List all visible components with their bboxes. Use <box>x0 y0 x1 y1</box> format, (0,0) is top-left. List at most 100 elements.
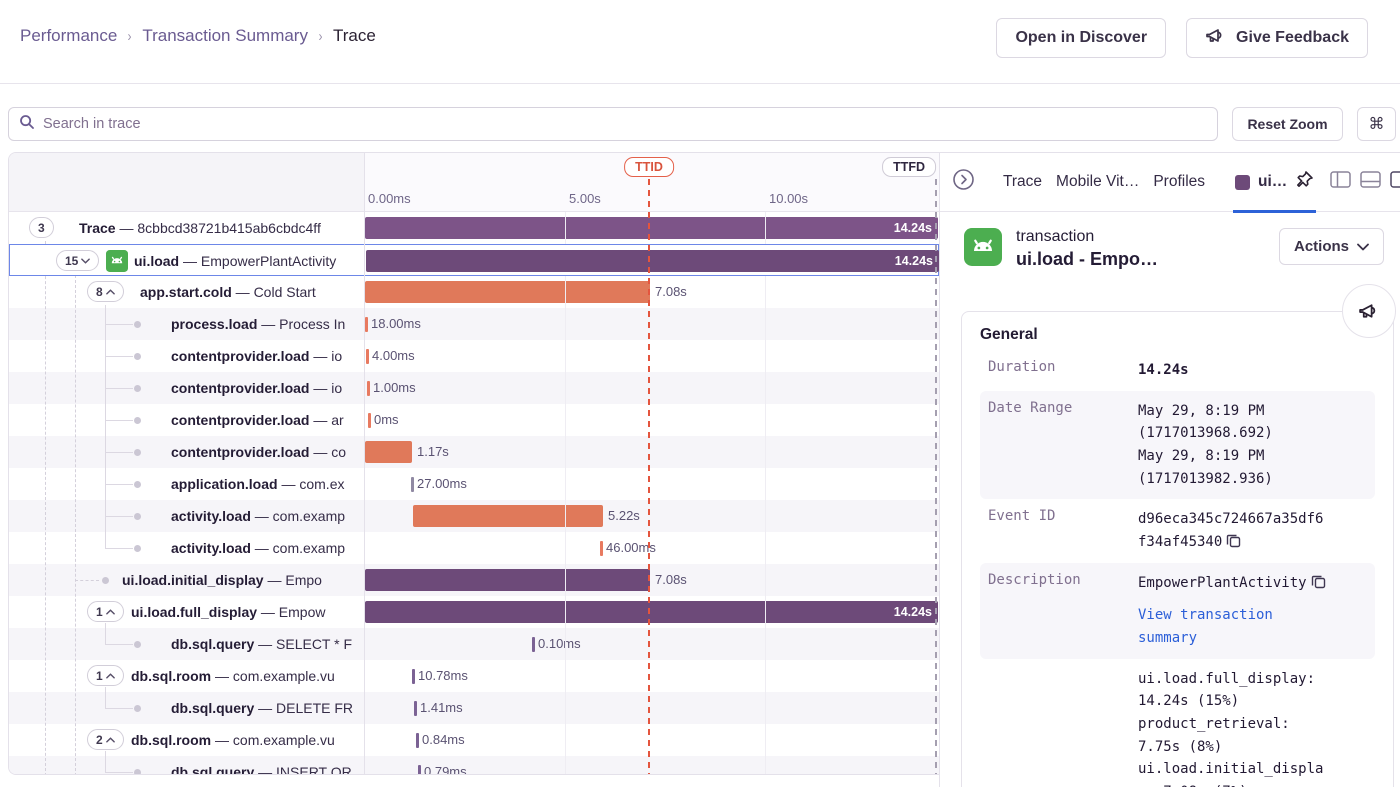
span-duration-label: 0.84ms <box>422 732 465 747</box>
copy-icon[interactable] <box>1311 574 1326 589</box>
span-leaf-dot <box>134 545 141 552</box>
span-duration-tick[interactable] <box>366 349 369 364</box>
command-shortcut-button[interactable]: ⌘ <box>1357 107 1396 141</box>
span-duration-bar[interactable] <box>365 281 650 303</box>
span-row-contentprovider.load[interactable]: contentprovider.load — io 4.00ms <box>9 340 939 372</box>
span-row-activity.load[interactable]: activity.load — com.examp 46.00ms <box>9 532 939 564</box>
span-row-contentprovider.load[interactable]: contentprovider.load — ar 0ms <box>9 404 939 436</box>
breadcrumb: Performance › Transaction Summary › Trace <box>20 26 376 46</box>
span-leaf-dot <box>134 513 141 520</box>
span-duration-label: 7.08s <box>655 572 687 587</box>
span-row-activity.load[interactable]: activity.load — com.examp 5.22s <box>9 500 939 532</box>
span-duration-bar[interactable]: 14.24s <box>366 250 939 272</box>
span-children-badge[interactable]: 8 <box>87 281 124 302</box>
span-label: process.load — Process In <box>171 316 346 332</box>
span-row-db.sql.room[interactable]: 2 db.sql.room — com.example.vu 0.84ms <box>9 724 939 756</box>
open-in-discover-label: Open in Discover <box>1015 29 1148 46</box>
ttfd-marker-line <box>935 179 937 774</box>
span-duration-tick[interactable] <box>418 765 421 774</box>
span-duration-label: 10.78ms <box>418 668 468 683</box>
tab-mobile-vitals[interactable]: Mobile Vit… <box>1056 173 1140 190</box>
general-value: 14.24s <box>1138 362 1189 378</box>
tree-connector <box>105 452 133 453</box>
tab-trace[interactable]: Trace <box>1003 173 1043 190</box>
span-duration-label: 7.08s <box>655 284 687 299</box>
span-row-application.load[interactable]: application.load — com.ex 27.00ms <box>9 468 939 500</box>
column-resize-handle[interactable] <box>364 153 365 774</box>
tree-connector <box>105 324 133 325</box>
dock-left-icon[interactable] <box>1330 171 1352 193</box>
span-duration-tick[interactable] <box>600 541 603 556</box>
time-tick-0.00ms: 0.00ms <box>368 191 411 206</box>
span-leaf-dot <box>134 769 141 774</box>
span-label: db.sql.query — DELETE FR <box>171 700 354 716</box>
feedback-floating-button[interactable] <box>1342 284 1396 338</box>
span-duration-tick[interactable] <box>414 701 417 716</box>
general-row-date-range: Date Range May 29, 8:19 PM (1717013968.69… <box>980 390 1375 500</box>
breadcrumb-item-performance[interactable]: Performance <box>20 26 118 45</box>
span-children-badge[interactable]: 2 <box>87 729 124 750</box>
span-duration-tick[interactable] <box>365 317 368 332</box>
tab-ui-load-active[interactable]: ui… <box>1233 153 1317 213</box>
tree-connector <box>75 275 76 774</box>
span-row-process.load[interactable]: process.load — Process In 18.00ms <box>9 308 939 340</box>
span-duration-tick[interactable] <box>367 381 370 396</box>
span-row-contentprovider.load[interactable]: contentprovider.load — io 1.00ms <box>9 372 939 404</box>
actions-button[interactable]: Actions <box>1278 228 1384 265</box>
give-feedback-button[interactable]: Give Feedback <box>1186 18 1368 58</box>
reset-zoom-button[interactable]: Reset Zoom <box>1232 107 1343 141</box>
span-label: contentprovider.load — co <box>171 444 347 460</box>
span-duration-bar[interactable]: 14.24s <box>365 217 938 239</box>
span-leaf-dot <box>134 641 141 648</box>
ttid-badge[interactable]: TTID <box>624 157 674 177</box>
span-row-db.sql.query[interactable]: db.sql.query — SELECT * F 0.10ms <box>9 628 939 660</box>
breadcrumb-item-transaction-summary[interactable]: Transaction Summary <box>142 26 308 45</box>
dock-right-icon[interactable] <box>1390 171 1400 193</box>
span-duration-bar[interactable] <box>413 505 603 527</box>
span-row-ui.load.initial_display[interactable]: ui.load.initial_display — Empo 7.08s <box>9 564 939 596</box>
span-row-app.start.cold[interactable]: 8 app.start.cold — Cold Start 7.08s <box>9 276 939 308</box>
drawer-tab-bar: Trace Mobile Vit… Profiles ui… <box>940 153 1400 213</box>
span-duration-tick[interactable] <box>532 637 535 652</box>
open-in-discover-button[interactable]: Open in Discover <box>996 18 1167 58</box>
tab-profiles[interactable]: Profiles <box>1153 173 1206 190</box>
span-row-db.sql.room[interactable]: 1 db.sql.room — com.example.vu 10.78ms <box>9 660 939 692</box>
megaphone-icon <box>1359 304 1376 318</box>
span-children-badge[interactable]: 1 <box>87 665 124 686</box>
span-label: activity.load — com.examp <box>171 508 346 524</box>
span-children-badge[interactable]: 15 <box>56 250 100 271</box>
search-box[interactable] <box>8 107 1218 141</box>
span-label: ui.load.full_display — Empow <box>131 604 326 620</box>
span-row-db.sql.query[interactable]: db.sql.query — DELETE FR 1.41ms <box>9 692 939 724</box>
span-duration-bar[interactable] <box>365 441 412 463</box>
span-duration-label: 0ms <box>374 412 399 427</box>
copy-icon[interactable] <box>1226 533 1241 548</box>
search-input[interactable] <box>43 116 1207 132</box>
span-duration-tick[interactable] <box>368 413 371 428</box>
span-row-ui.load[interactable]: 15 ui.load — EmpowerPlantActivity 14.24s <box>9 244 939 276</box>
trace-detail-drawer: Trace Mobile Vit… Profiles ui… <box>939 152 1400 787</box>
android-icon <box>106 250 128 277</box>
general-value: ui.load.full_display: 14.24s (15%) produc… <box>1138 670 1324 787</box>
tree-connector <box>105 548 133 549</box>
span-duration-bar[interactable] <box>365 569 650 591</box>
span-duration-tick[interactable] <box>411 477 414 492</box>
general-key: Description <box>988 571 1081 588</box>
pin-tab-icon[interactable] <box>1295 170 1314 194</box>
span-label: db.sql.query — SELECT * F <box>171 636 353 652</box>
span-row-ui.load.full_display[interactable]: 1 ui.load.full_display — Empow 14.24s <box>9 596 939 628</box>
span-duration-tick[interactable] <box>412 669 415 684</box>
span-row-contentprovider.load[interactable]: contentprovider.load — co 1.17s <box>9 436 939 468</box>
expand-drawer-icon[interactable] <box>952 168 975 196</box>
span-children-badge[interactable]: 3 <box>29 217 54 238</box>
span-row-db.sql.query[interactable]: db.sql.query — INSERT OR 0.79ms <box>9 756 939 774</box>
span-duration-tick[interactable] <box>416 733 419 748</box>
span-label: db.sql.room — com.example.vu <box>131 668 335 684</box>
view-transaction-summary-link[interactable]: View transaction summary <box>1138 607 1273 647</box>
span-duration-bar[interactable]: 14.24s <box>365 601 938 623</box>
ttid-marker-line <box>648 179 650 774</box>
dock-bottom-icon[interactable] <box>1360 171 1382 193</box>
ttfd-badge[interactable]: TTFD <box>882 157 936 177</box>
span-children-badge[interactable]: 1 <box>87 601 124 622</box>
span-row-Trace[interactable]: 3 Trace — 8cbbcd38721b415ab6cbdc4ff 14.24s <box>9 212 939 244</box>
